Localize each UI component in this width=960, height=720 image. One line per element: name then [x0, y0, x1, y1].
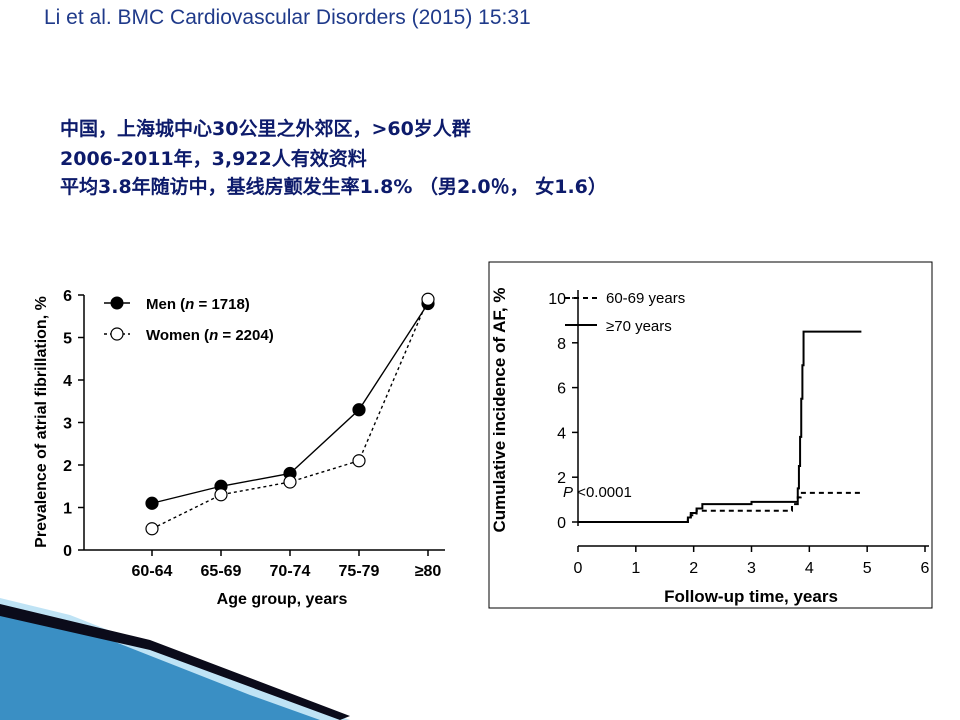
legend-women-marker	[110, 327, 124, 341]
prevalence-point-women	[214, 488, 228, 502]
prevalence-x-tick-label: 70-74	[270, 563, 311, 580]
incidence-p-value: P <0.0001	[563, 484, 632, 501]
incidence-x-tick-label: 0	[574, 560, 583, 577]
incidence-chart-frame	[488, 261, 933, 609]
incidence-chart-marks	[578, 330, 862, 523]
prevalence-x-tick-label: 60-64	[132, 563, 173, 580]
incidence-series-line-70plus	[578, 330, 862, 523]
prevalence-y-tick-label: 5	[63, 331, 72, 348]
incidence-y-tick-label: 8	[557, 336, 566, 353]
slide-citation: Li et al. BMC Cardiovascular Disorders (…	[44, 6, 531, 29]
incidence-chart-axes: 0 2 4 6 8 10 0 1 2 3 4 5 6	[548, 290, 930, 577]
legend-men-marker	[110, 296, 124, 310]
prevalence-point-men	[352, 403, 366, 417]
incidence-y-axis-label: Cumulative incidence of AF, %	[490, 288, 509, 533]
prevalence-chart-marks	[145, 292, 435, 536]
incidence-legend: 60-69 years ≥70 years	[565, 290, 685, 335]
prevalence-x-axis-label: Age group, years	[217, 591, 348, 608]
incidence-y-tick-label: 10	[548, 291, 566, 308]
legend-70plus-label: ≥70 years	[606, 318, 672, 335]
prevalence-legend: Men (n = 1718) Women (n = 2204)	[104, 296, 274, 344]
incidence-y-tick-label: 2	[557, 470, 566, 487]
study-setting-line: 中国，上海城中心30公里之外郊区，>60岁人群	[60, 118, 471, 140]
incidence-x-tick-label: 2	[689, 560, 698, 577]
prevalence-point-women	[283, 475, 297, 489]
prevalence-y-tick-label: 2	[63, 458, 72, 475]
incidence-y-tick-label: 4	[557, 425, 566, 442]
prevalence-y-tick-label: 3	[63, 416, 72, 433]
prevalence-x-tick-label: 65-69	[201, 563, 242, 580]
legend-women-label: Women (n = 2204)	[146, 327, 274, 344]
incidence-y-tick-label: 6	[557, 381, 566, 398]
incidence-x-tick-label: 1	[631, 560, 640, 577]
prevalence-x-tick-label: 75-79	[339, 563, 380, 580]
prevalence-series-line-women	[151, 298, 429, 530]
prevalence-y-tick-label: 0	[63, 543, 72, 560]
prevalence-y-tick-label: 6	[63, 288, 72, 305]
incidence-x-axis-label: Follow-up time, years	[664, 587, 838, 606]
incidence-x-tick-label: 5	[863, 560, 872, 577]
prevalence-point-women	[352, 454, 366, 468]
study-incidence-line: 平均3.8年随访中，基线房颤发生率1.8% （男2.0％， 女1.6）	[60, 176, 607, 198]
incidence-y-tick-label: 0	[557, 515, 566, 532]
prevalence-point-women	[145, 522, 159, 536]
prevalence-y-tick-label: 1	[63, 501, 72, 518]
decor-dark-swoosh	[0, 604, 350, 720]
prevalence-point-men	[145, 496, 159, 510]
prevalence-x-tick-label: ≥80	[415, 563, 442, 580]
legend-60-69-label: 60-69 years	[606, 290, 685, 307]
prevalence-y-tick-label: 4	[63, 373, 72, 390]
incidence-x-tick-label: 4	[805, 560, 814, 577]
decor-blue-swoosh	[0, 610, 320, 720]
prevalence-point-women	[421, 292, 435, 306]
prevalence-chart-axes: 0 1 2 3 4 5 6 60-64 65-69 70-74 75-79 ≥80	[63, 288, 445, 580]
legend-men-label: Men (n = 1718)	[146, 296, 250, 313]
incidence-x-tick-label: 6	[921, 560, 930, 577]
prevalence-y-axis-label: Prevalence of atrial fibrillation, %	[33, 296, 50, 548]
study-sample-line: 2006-2011年，3,922人有效资料	[60, 148, 367, 170]
incidence-x-tick-label: 3	[747, 560, 756, 577]
